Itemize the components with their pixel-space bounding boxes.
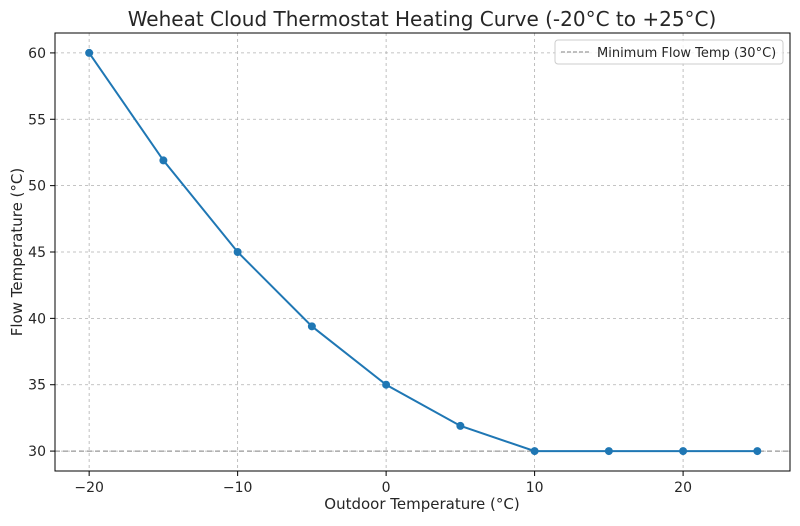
legend: Minimum Flow Temp (30°C) <box>554 39 784 65</box>
data-point <box>753 447 762 456</box>
data-point <box>382 380 391 389</box>
data-point <box>679 447 688 456</box>
data-point <box>307 322 316 331</box>
x-tick-label: 20 <box>674 480 692 496</box>
x-tick-label: 10 <box>526 480 544 496</box>
y-tick-label: 55 <box>28 112 46 128</box>
data-point <box>233 248 242 256</box>
x-tick-label: −10 <box>223 480 253 496</box>
chart-title: Weheat Cloud Thermostat Heating Curve (-… <box>128 7 717 31</box>
series-line <box>88 52 758 453</box>
ticks: −20 −10 0 10 20 30 35 40 45 50 55 60 <box>28 46 692 496</box>
data-point <box>530 447 539 456</box>
y-tick-label: 60 <box>28 46 46 62</box>
y-tick-label: 40 <box>28 311 46 327</box>
x-axis-label: Outdoor Temperature (°C) <box>324 495 519 513</box>
y-tick-label: 35 <box>28 378 46 394</box>
y-axis-label: Flow Temperature (°C) <box>8 168 26 336</box>
x-tick-label: −20 <box>74 480 104 496</box>
axes-frame <box>54 32 791 472</box>
data-point <box>456 421 465 430</box>
data-point <box>604 447 613 456</box>
y-tick-label: 50 <box>28 179 46 195</box>
data-point <box>85 48 94 57</box>
y-tick-label: 30 <box>28 444 46 460</box>
legend-label: Minimum Flow Temp (30°C) <box>597 46 776 61</box>
y-tick-label: 45 <box>28 245 46 261</box>
data-point <box>159 156 168 165</box>
legend-box <box>554 39 784 65</box>
series <box>85 48 762 456</box>
x-tick-label: 0 <box>382 480 391 496</box>
